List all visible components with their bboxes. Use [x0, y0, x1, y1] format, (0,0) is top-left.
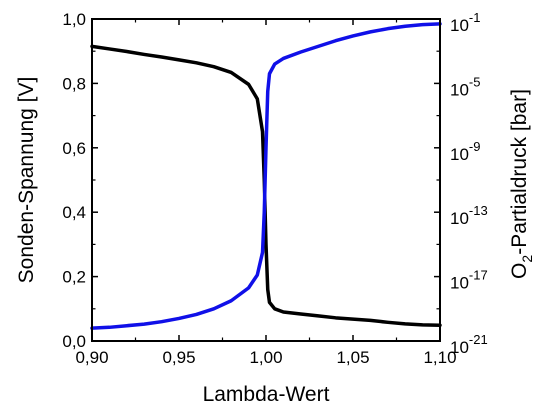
y-left-tick-label: 0,2 [62, 268, 86, 287]
right-y-axis-title: O2-Partialdruck [bar] [508, 89, 535, 279]
y-right-tick-exponent: -1 [469, 10, 481, 25]
y-right-tick-base: 10 [450, 80, 469, 99]
labels-layer: 0,90 0,95 1,00 1,05 1,10 0,0 0,2 0,4 0,6 0,8 1,0 10… [62, 10, 487, 367]
x-tick-label: 0,95 [162, 348, 195, 367]
o2-pressure-series-line [90, 22, 442, 330]
right-y-title-main: O [508, 263, 531, 279]
y-right-tick-label: 10-17 [450, 268, 488, 293]
x-tick-label: 1,10 [423, 348, 456, 367]
y-right-tick-base: 10 [450, 338, 469, 357]
y-right-tick-exponent: -13 [469, 203, 488, 218]
x-axis-title: Lambda-Wert [203, 383, 330, 406]
y-right-tick-base: 10 [450, 209, 469, 228]
y-left-tick-label: 0,4 [62, 203, 86, 222]
y-right-tick-label: 10-9 [450, 139, 480, 164]
y-right-tick-exponent: -9 [469, 139, 481, 154]
y-right-tick-base: 10 [450, 16, 469, 35]
y-right-tick-exponent: -21 [469, 332, 488, 347]
y-left-tick-label: 1,0 [62, 10, 86, 29]
series-layer [90, 22, 442, 330]
y-right-tick-label: 10-5 [450, 74, 480, 99]
left-y-axis-title: Sonden-Spannung [V] [15, 77, 38, 284]
y-left-tick-label: 0,6 [62, 139, 86, 158]
y-left-tick-label: 0,8 [62, 74, 86, 93]
y-right-tick-base: 10 [450, 145, 469, 164]
y-right-tick-base: 10 [450, 274, 469, 293]
x-tick-label: 1,05 [336, 348, 369, 367]
x-tick-label: 0,90 [75, 348, 108, 367]
y-right-tick-label: 10-13 [450, 203, 488, 228]
right-y-title-rest: -Partialdruck [bar] [508, 89, 531, 255]
y-right-tick-exponent: -17 [469, 268, 488, 283]
y-right-tick-exponent: -5 [469, 74, 481, 89]
y-left-tick-label: 0,0 [62, 332, 86, 351]
y-right-tick-label: 10-1 [450, 10, 480, 35]
ticks-layer [91, 18, 441, 342]
voltage-series-line [90, 44, 442, 327]
right-y-title-sub: 2 [519, 255, 535, 263]
x-tick-label: 1,00 [249, 348, 282, 367]
y-right-tick-label: 10-21 [450, 332, 488, 357]
